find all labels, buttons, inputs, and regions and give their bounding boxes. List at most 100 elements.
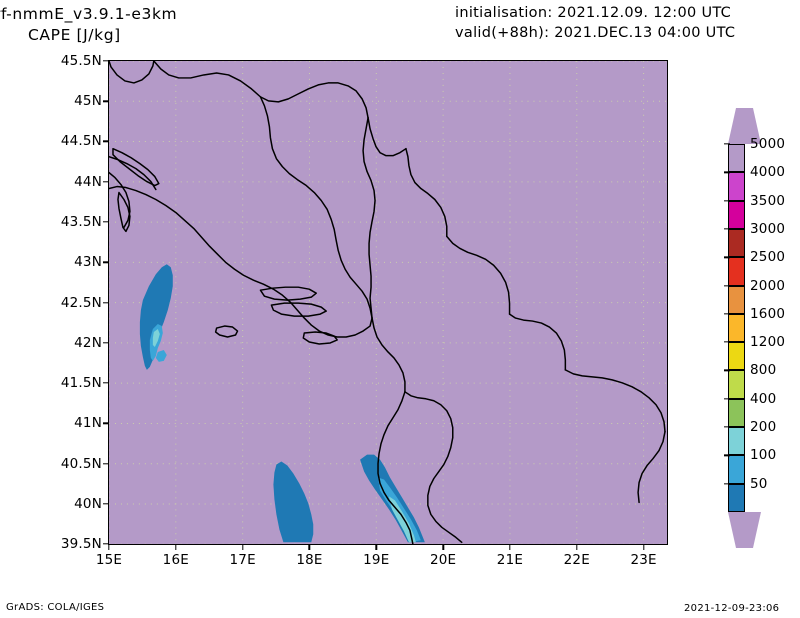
colorbar-segment <box>728 285 745 314</box>
colorbar-tick-mark <box>724 228 730 230</box>
colorbar-tick-mark <box>724 256 730 258</box>
cape-region-north-dalmatia <box>139 264 173 370</box>
latitude-tick-label: 45.5N <box>60 53 102 69</box>
colorbar-segment <box>728 342 745 371</box>
latitude-tick-label: 39.5N <box>60 536 102 552</box>
colorbar-segment <box>728 144 745 173</box>
colorbar-tick-mark <box>724 313 730 315</box>
cape-colorbar: 50 100 200 400 800 1200 1600 2000 2500 3000 3500 40… <box>724 108 785 548</box>
initialisation-label: initialisation: 2021.12.09. 12:00 UTC <box>455 5 732 21</box>
longitude-tick-label: 17E <box>229 552 256 568</box>
longitude-tick-label: 16E <box>162 552 189 568</box>
latitude-tick-mark <box>103 301 109 304</box>
colorbar-segment <box>728 172 745 201</box>
latitude-tick-mark <box>103 100 109 102</box>
latitude-tick-mark <box>103 342 109 344</box>
cape-band-100b <box>155 349 167 362</box>
colorbar-segment <box>728 370 745 399</box>
colorbar-segment <box>728 427 745 456</box>
colorbar-tick-mark <box>724 454 730 457</box>
model-title: rf-nmmE_v3.9.1-e3km <box>0 5 178 23</box>
latitude-tick-label: 42.5N <box>60 294 102 311</box>
latitude-tick-label: 41N <box>74 415 102 432</box>
render-timestamp: 2021-12-09-23:06 <box>684 603 780 614</box>
colorbar-tick-label: 200 <box>750 419 777 436</box>
colorbar-under-cap <box>728 512 761 548</box>
cape-band-50 <box>273 461 314 543</box>
colorbar-segment <box>728 200 745 229</box>
longitude-tick-mark <box>108 544 110 550</box>
latitude-tick-mark <box>103 382 109 384</box>
latitude-tick-mark <box>103 462 109 465</box>
latitude-tick-label: 43.5N <box>60 213 102 230</box>
colorbar-tick-label: 800 <box>750 362 777 379</box>
colorbar-tick-mark <box>724 426 730 428</box>
colorbar-tick-label: 400 <box>750 390 777 407</box>
valid-time-label: valid(+88h): 2021.DEC.13 04:00 UTC <box>455 25 736 41</box>
colorbar-segment <box>728 455 745 484</box>
colorbar-over-cap <box>728 108 761 144</box>
colorbar-tick-mark <box>724 369 730 372</box>
variable-title: CAPE [J/kg] <box>28 26 121 44</box>
latitude-tick-label: 41.5N <box>60 374 102 391</box>
colorbar-tick-label: 50 <box>750 475 768 492</box>
latitude-tick-mark <box>103 140 109 143</box>
colorbar-tick-mark <box>724 143 730 145</box>
latitude-tick-mark <box>103 60 109 62</box>
longitude-tick-mark <box>241 544 244 550</box>
map-geometry <box>109 61 666 544</box>
colorbar-tick-label: 3000 <box>750 220 786 237</box>
colorbar-tick-mark <box>724 483 730 485</box>
longitude-tick-label: 23E <box>630 552 657 568</box>
longitude-tick-mark <box>375 544 377 550</box>
cape-region-south-adriatic <box>273 461 314 543</box>
latitude-tick-label: 40.5N <box>60 455 102 472</box>
latitude-tick-label: 43N <box>74 254 102 271</box>
longitude-tick-label: 19E <box>363 552 390 568</box>
longitude-tick-mark <box>576 544 578 550</box>
longitude-tick-label: 22E <box>563 552 590 568</box>
cape-band-50 <box>139 264 173 370</box>
colorbar-tick-label: 3500 <box>750 192 786 209</box>
latitude-tick-mark <box>103 422 109 424</box>
cape-band-200 <box>152 329 160 347</box>
colorbar-tick-mark <box>724 341 730 343</box>
longitude-tick-mark <box>175 544 177 550</box>
latitude-tick-mark <box>103 503 109 505</box>
colorbar-segment <box>728 483 745 512</box>
longitude-tick-mark <box>308 544 311 550</box>
chart-header-left: rf-nmmE_v3.9.1-e3km CAPE [J/kg] <box>0 5 177 44</box>
longitude-tick-label: 20E <box>429 552 457 568</box>
map-background <box>109 61 667 544</box>
latitude-tick-mark <box>103 261 109 263</box>
latitude-tick-label: 44.5N <box>60 133 102 150</box>
cape-region-albania-coast <box>360 454 425 543</box>
latitude-tick-mark <box>103 543 109 545</box>
colorbar-tick-mark <box>724 398 730 400</box>
latitude-tick-label: 42N <box>74 334 102 351</box>
map-plot-area: 39.5N 40N 40.5N 41N 41.5N 42N 42.5N 43N 43.5N 44N… <box>61 53 668 568</box>
coastline-and-borders <box>109 61 666 544</box>
colorbar-tick-label: 2500 <box>750 249 786 266</box>
chart-header-right: initialisation: 2021.12.09. 12:00 UTC va… <box>455 5 735 41</box>
cape-field <box>109 61 667 544</box>
colorbar-segment <box>728 313 745 343</box>
colorbar-tick-label: 4000 <box>750 164 786 181</box>
latitude-tick-mark <box>103 181 109 183</box>
latitude-tick-label: 45N <box>74 93 102 110</box>
colorbar-tick-label: 1600 <box>750 305 786 322</box>
colorbar-segment <box>728 398 745 428</box>
longitude-tick-label: 21E <box>496 552 524 568</box>
colorbar-segment <box>728 228 745 258</box>
longitude-tick-mark <box>509 544 511 550</box>
colorbar-tick-mark <box>724 171 730 173</box>
colorbar-segment <box>728 257 745 286</box>
latitude-tick-label: 40N <box>74 495 102 512</box>
longitude-tick-label: 15E <box>95 552 123 568</box>
colorbar-tick-label: 100 <box>750 447 777 464</box>
grads-attribution: GrADS: COLA/IGES <box>6 602 105 613</box>
colorbar-tick-mark <box>724 199 730 202</box>
colorbar-tick-label: 2000 <box>750 277 786 294</box>
latitude-tick-mark <box>103 221 109 223</box>
